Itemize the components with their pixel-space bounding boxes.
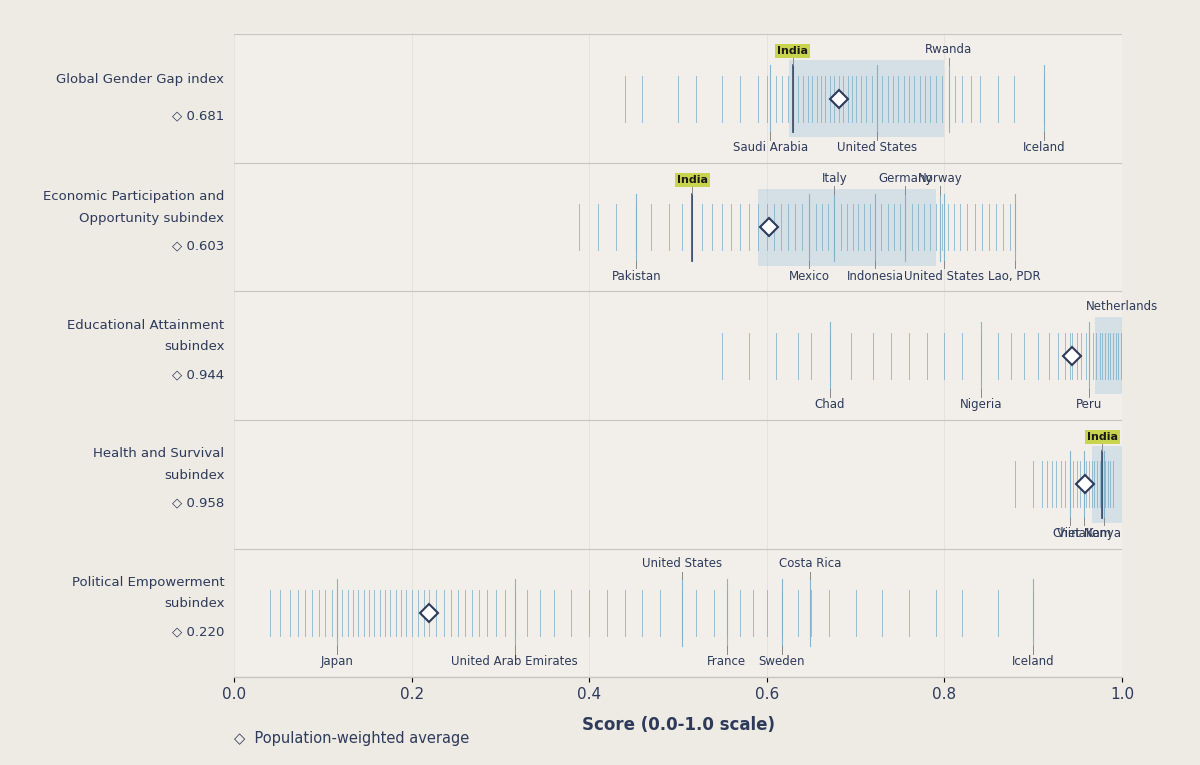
Text: Mexico: Mexico [788, 269, 830, 282]
Text: Economic Participation and: Economic Participation and [43, 190, 224, 203]
Bar [1092, 446, 1122, 522]
Text: Pakistan: Pakistan [612, 269, 661, 282]
Text: Iceland: Iceland [1022, 141, 1066, 154]
Text: Sweden: Sweden [758, 655, 805, 668]
Text: Political Empowerment: Political Empowerment [72, 576, 224, 588]
Text: India: India [778, 46, 808, 57]
Text: India: India [1087, 431, 1118, 442]
Bar [758, 189, 936, 265]
Text: Netherlands: Netherlands [1086, 301, 1158, 314]
Text: Opportunity subindex: Opportunity subindex [79, 212, 224, 224]
Text: ◇ 0.603: ◇ 0.603 [172, 240, 224, 252]
Text: ◇ 0.220: ◇ 0.220 [172, 626, 224, 638]
Text: United States: United States [836, 141, 917, 154]
Text: Saudi Arabia: Saudi Arabia [733, 141, 808, 154]
Text: ◇  Population-weighted average: ◇ Population-weighted average [234, 731, 469, 746]
Text: subindex: subindex [164, 340, 224, 353]
Text: Iceland: Iceland [1012, 655, 1055, 668]
Bar [1096, 317, 1122, 394]
Text: Viet Nam: Viet Nam [1057, 526, 1111, 539]
Bar [790, 60, 944, 137]
Text: Italy: Italy [822, 172, 847, 185]
Text: Nigeria: Nigeria [960, 398, 1002, 411]
X-axis label: Score (0.0-1.0 scale): Score (0.0-1.0 scale) [582, 715, 774, 734]
Text: ◇ 0.944: ◇ 0.944 [173, 369, 224, 381]
Text: Germany: Germany [878, 172, 932, 185]
Text: ◇ 0.681: ◇ 0.681 [172, 109, 224, 122]
Text: Japan: Japan [320, 655, 354, 668]
Text: Global Gender Gap index: Global Gender Gap index [56, 73, 224, 86]
Text: Norway: Norway [918, 172, 962, 185]
Text: United Arab Emirates: United Arab Emirates [451, 655, 578, 668]
Text: ◇ 0.958: ◇ 0.958 [172, 497, 224, 509]
Text: France: France [707, 655, 746, 668]
Text: subindex: subindex [164, 469, 224, 481]
Text: China: China [1052, 526, 1086, 539]
Text: Costa Rica: Costa Rica [779, 558, 841, 571]
Text: Educational Attainment: Educational Attainment [67, 319, 224, 331]
Text: India: India [677, 174, 708, 185]
Text: Kenya: Kenya [1086, 526, 1122, 539]
Text: Peru: Peru [1076, 398, 1103, 411]
Text: Chad: Chad [815, 398, 845, 411]
Text: subindex: subindex [164, 597, 224, 610]
Text: Health and Survival: Health and Survival [94, 448, 224, 460]
Text: United States: United States [642, 558, 722, 571]
Text: Rwanda: Rwanda [925, 44, 972, 57]
Text: Lao, PDR: Lao, PDR [989, 269, 1040, 282]
Text: United States: United States [905, 269, 984, 282]
Text: Indonesia: Indonesia [847, 269, 904, 282]
